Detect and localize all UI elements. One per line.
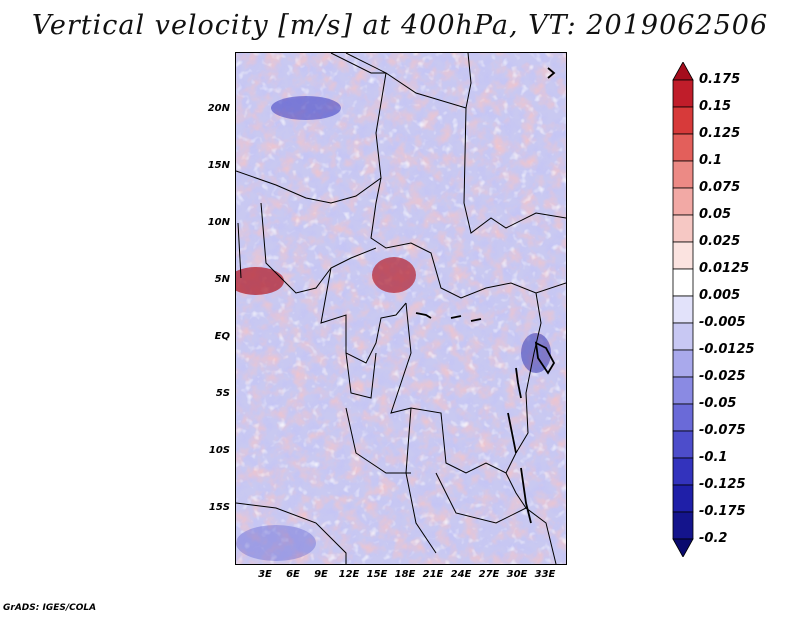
colorbar-top-triangle: [672, 62, 694, 81]
colorbar-swatch: [672, 295, 694, 324]
colorbar-label: -0.175: [699, 504, 746, 519]
footer-credit: GrADS: IGES/COLA: [3, 603, 97, 613]
colorbar-swatch: [672, 106, 694, 135]
colorbar-swatch: [672, 511, 694, 540]
velocity-field-map: [236, 53, 566, 564]
lon-label-15e: 15E: [366, 569, 388, 580]
colorbar-swatch: [672, 241, 694, 270]
country-borders: [236, 53, 566, 564]
colorbar-swatch: [672, 457, 694, 486]
lon-label-27e: 27E: [478, 569, 500, 580]
lon-label-12e: 12E: [338, 569, 360, 580]
colorbar-swatch: [672, 187, 694, 216]
colorbar-swatch: [672, 214, 694, 243]
lat-label-5s: 5S: [215, 388, 230, 399]
colorbar-swatch: [672, 349, 694, 378]
colorbar-label: 0.025: [699, 234, 741, 249]
map-panel: [235, 52, 567, 565]
colorbar-swatch: [672, 160, 694, 189]
lon-label-24e: 24E: [450, 569, 472, 580]
lon-label-33e: 33E: [534, 569, 556, 580]
map-title: Vertical velocity [m/s] at 400hPa, VT: 2…: [31, 10, 769, 41]
colorbar-bottom-triangle: [672, 538, 694, 557]
colorbar-label: 0.125: [699, 126, 741, 141]
lon-label-18e: 18E: [394, 569, 416, 580]
lat-label-eq: EQ: [214, 331, 230, 342]
colorbar-swatch: [672, 430, 694, 459]
colorbar-label: 0.175: [699, 72, 741, 87]
descent-patch-east: [521, 333, 551, 373]
strong-descent-patch-north: [271, 96, 341, 120]
colorbar-label: -0.0125: [699, 342, 755, 357]
lon-label-30e: 30E: [506, 569, 528, 580]
colorbar-label: -0.2: [699, 531, 728, 546]
lat-label-10s: 10S: [208, 445, 230, 456]
colorbar-label: -0.125: [699, 477, 746, 492]
colorbar-swatch: [672, 403, 694, 432]
colorbar-label: -0.075: [699, 423, 746, 438]
strong-ascent-patch-central: [372, 257, 416, 293]
colorbar: [672, 62, 694, 557]
colorbar-label: -0.1: [699, 450, 728, 465]
lat-label-10n: 10N: [207, 217, 230, 228]
lon-label-3e: 3E: [258, 569, 272, 580]
colorbar-label: 0.0125: [699, 261, 750, 276]
descent-patch-south: [236, 525, 316, 561]
colorbar-label: 0.075: [699, 180, 741, 195]
colorbar-swatch: [672, 133, 694, 162]
colorbar-label: -0.025: [699, 369, 746, 384]
lat-label-15n: 15N: [207, 160, 230, 171]
colorbar-label: -0.005: [699, 315, 746, 330]
colorbar-swatch: [672, 484, 694, 513]
colorbar-label: 0.005: [699, 288, 741, 303]
lon-label-9e: 9E: [314, 569, 328, 580]
colorbar-label: -0.05: [699, 396, 737, 411]
colorbar-label: 0.15: [699, 99, 732, 114]
lat-label-5n: 5N: [214, 274, 230, 285]
lon-label-6e: 6E: [286, 569, 300, 580]
colorbar-swatch: [672, 376, 694, 405]
colorbar-swatch: [672, 322, 694, 351]
colorbar-label: 0.05: [699, 207, 732, 222]
strong-ascent-patch-west: [236, 267, 284, 295]
lake-outlines: [415, 67, 556, 524]
colorbar-label: 0.1: [699, 153, 723, 168]
colorbar-swatch: [672, 79, 694, 108]
lat-label-15s: 15S: [208, 502, 230, 513]
colorbar-swatch: [672, 268, 694, 297]
lat-label-20n: 20N: [207, 103, 230, 114]
lon-label-21e: 21E: [422, 569, 444, 580]
